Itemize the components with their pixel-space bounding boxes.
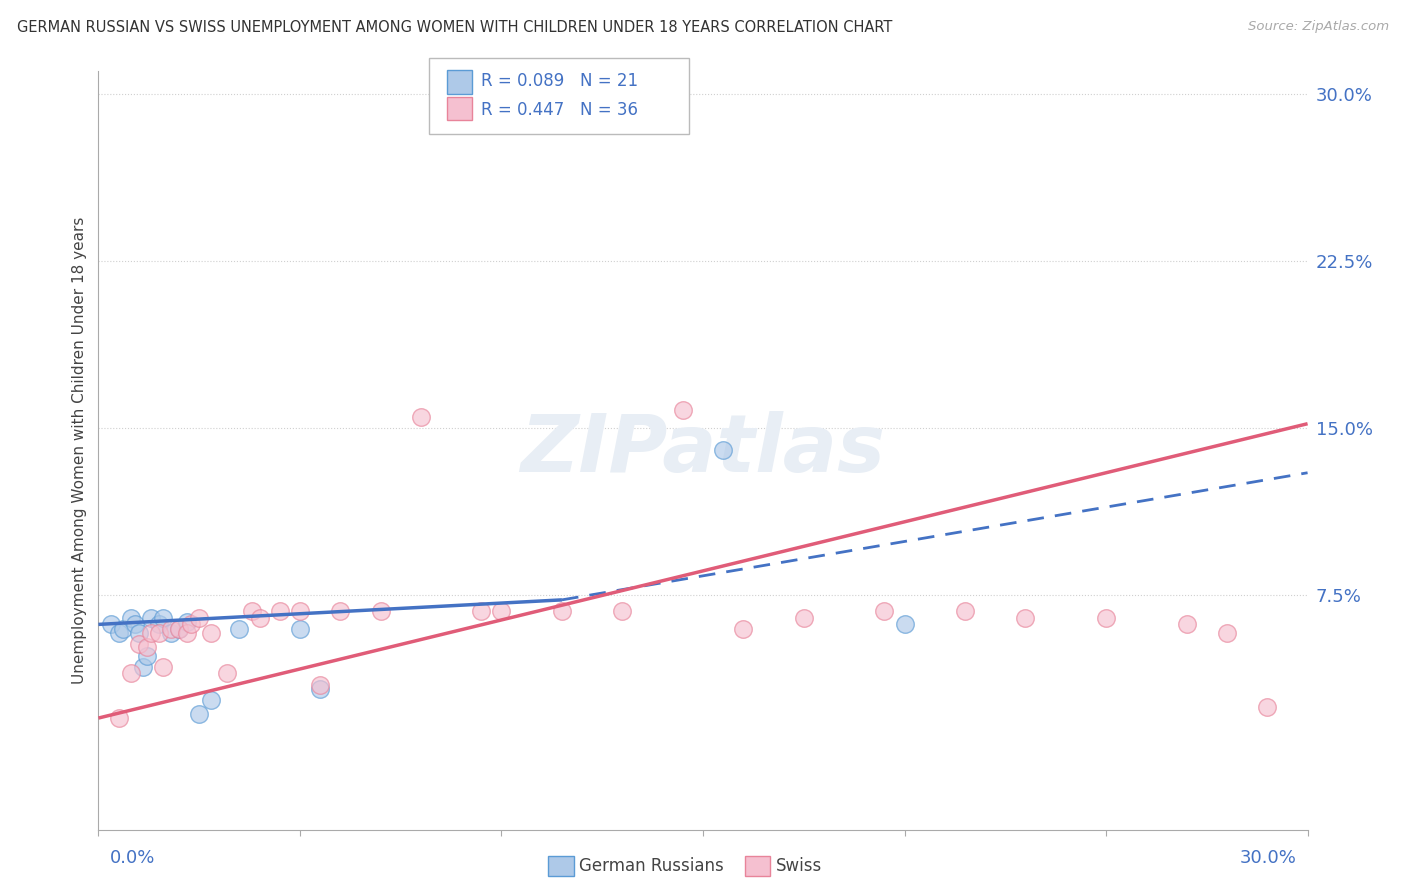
Point	[139, 626, 162, 640]
Point	[893, 617, 915, 632]
Point	[329, 604, 352, 618]
Point	[269, 604, 291, 618]
Point	[1216, 626, 1239, 640]
Point	[128, 637, 150, 651]
Point	[188, 610, 211, 624]
Point	[111, 622, 134, 636]
Point	[152, 660, 174, 674]
Point	[176, 626, 198, 640]
Point	[132, 660, 155, 674]
Point	[200, 693, 222, 707]
Point	[409, 409, 432, 424]
Point	[160, 626, 183, 640]
Point	[288, 622, 311, 636]
Point	[1014, 610, 1036, 624]
Point	[733, 622, 755, 636]
Point	[139, 610, 162, 624]
Point	[152, 610, 174, 624]
Point	[120, 666, 142, 681]
Point	[148, 626, 170, 640]
Point	[873, 604, 896, 618]
Point	[128, 626, 150, 640]
Point	[1095, 610, 1118, 624]
Point	[953, 604, 976, 618]
Point	[120, 610, 142, 624]
Point	[217, 666, 239, 681]
Point	[124, 617, 146, 632]
Point	[167, 622, 190, 636]
Point	[470, 604, 492, 618]
Point	[180, 617, 202, 632]
Y-axis label: Unemployment Among Women with Children Under 18 years: Unemployment Among Women with Children U…	[72, 217, 87, 684]
Point	[135, 648, 157, 663]
Point	[249, 610, 271, 624]
Point	[309, 681, 332, 696]
Point	[200, 626, 222, 640]
Point	[188, 706, 211, 721]
Text: ZIPatlas: ZIPatlas	[520, 411, 886, 490]
Point	[288, 604, 311, 618]
Point	[135, 640, 157, 654]
Point	[167, 622, 190, 636]
Point	[176, 615, 198, 630]
Text: Source: ZipAtlas.com: Source: ZipAtlas.com	[1249, 20, 1389, 33]
Text: GERMAN RUSSIAN VS SWISS UNEMPLOYMENT AMONG WOMEN WITH CHILDREN UNDER 18 YEARS CO: GERMAN RUSSIAN VS SWISS UNEMPLOYMENT AMO…	[17, 20, 893, 35]
Point	[711, 443, 734, 458]
Point	[100, 617, 122, 632]
Point	[228, 622, 250, 636]
Point	[551, 604, 574, 618]
Point	[793, 610, 815, 624]
Text: German Russians: German Russians	[579, 857, 724, 875]
Point	[370, 604, 392, 618]
Point	[491, 604, 513, 618]
Point	[309, 678, 332, 692]
Text: 0.0%: 0.0%	[110, 849, 155, 867]
Point	[107, 626, 129, 640]
Point	[148, 617, 170, 632]
Point	[240, 604, 263, 618]
Point	[672, 403, 695, 417]
Point	[160, 622, 183, 636]
Text: 30.0%: 30.0%	[1240, 849, 1296, 867]
Point	[1256, 699, 1278, 714]
Text: Swiss: Swiss	[776, 857, 823, 875]
Point	[107, 711, 129, 725]
Point	[612, 604, 634, 618]
Point	[1175, 617, 1198, 632]
Text: R = 0.089   N = 21: R = 0.089 N = 21	[481, 72, 638, 90]
Text: R = 0.447   N = 36: R = 0.447 N = 36	[481, 101, 638, 119]
